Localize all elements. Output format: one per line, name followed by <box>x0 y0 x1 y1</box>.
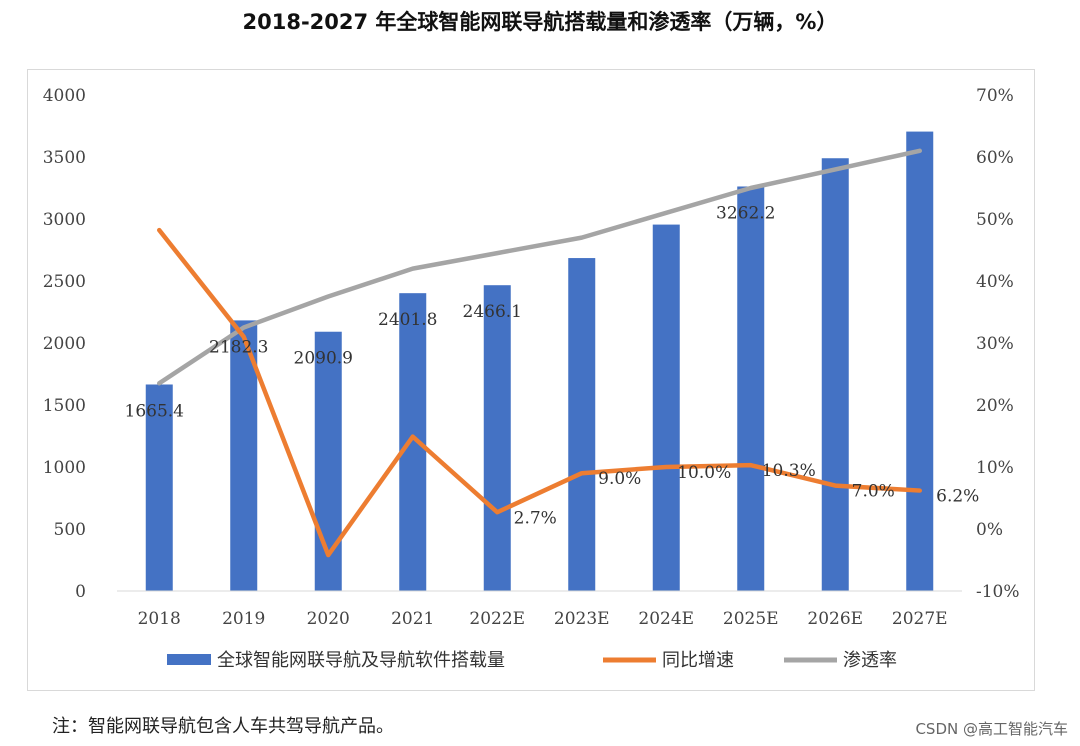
legend: 全球智能网联导航及导航软件搭载量 同比增速 渗透率 <box>167 650 897 671</box>
growth-value-label: 6.2% <box>936 487 979 507</box>
left-tick-label: 4000 <box>43 86 86 106</box>
bar-value-label: 3262.2 <box>716 203 775 223</box>
x-axis-ticks: 2018 2019 2020 2021 2022E 2023E 2024E 2025E 2026… <box>138 609 948 629</box>
bar <box>145 384 173 591</box>
x-tick-label: 2024E <box>638 609 694 629</box>
right-tick-label: 30% <box>976 334 1014 354</box>
growth-value-label: 2.7% <box>514 508 557 528</box>
right-tick-label: 10% <box>976 458 1014 478</box>
x-tick-label: 2019 <box>222 609 265 629</box>
bar <box>737 186 765 592</box>
left-tick-label: 0 <box>75 582 86 602</box>
bar-value-label: 2182.3 <box>209 337 268 357</box>
right-axis-ticks: -10% 0% 10% 20% 30% 40% 50% 60% 70% <box>976 86 1020 602</box>
right-tick-label: 50% <box>976 210 1014 230</box>
bar-series <box>145 131 934 592</box>
left-tick-label: 1000 <box>43 458 86 478</box>
data-labels: 1665.4 2182.3 2090.9 2401.8 2466.1 3262.2 2.7%… <box>125 203 980 528</box>
bar-value-label: 1665.4 <box>125 401 184 421</box>
line-series <box>157 148 922 558</box>
legend-label-penetration: 渗透率 <box>843 650 897 671</box>
right-tick-label: 20% <box>976 396 1014 416</box>
x-tick-label: 2021 <box>391 609 434 629</box>
x-tick-label: 2026E <box>807 609 863 629</box>
x-tick-label: 2025E <box>723 609 779 629</box>
legend-label-bar: 全球智能网联导航及导航软件搭载量 <box>217 650 505 671</box>
chart-frame <box>27 69 1035 691</box>
bar <box>568 258 596 591</box>
left-axis-ticks: 0 500 1000 1500 2000 2500 3000 3500 4000 <box>43 86 86 602</box>
growth-value-label: 9.0% <box>598 469 641 489</box>
bar <box>821 158 849 592</box>
growth-value-label: 7.0% <box>852 482 895 502</box>
growth-line <box>157 227 922 558</box>
x-tick-label: 2023E <box>554 609 610 629</box>
growth-value-label: 10.0% <box>677 463 731 483</box>
right-tick-label: 70% <box>976 86 1014 106</box>
legend-label-growth: 同比增速 <box>662 650 734 671</box>
left-tick-label: 3000 <box>43 210 86 230</box>
left-tick-label: 3500 <box>43 148 86 168</box>
x-tick-label: 2020 <box>307 609 350 629</box>
right-tick-label: 60% <box>976 148 1014 168</box>
penetration-line <box>157 148 922 386</box>
bar <box>906 131 934 591</box>
x-tick-label: 2022E <box>469 609 525 629</box>
watermark-credit: CSDN @高工智能汽车 <box>915 720 1068 738</box>
growth-value-label: 10.3% <box>762 461 816 481</box>
x-tick-label: 2018 <box>138 609 181 629</box>
bar-value-label: 2466.1 <box>463 302 522 322</box>
bar-value-label: 2401.8 <box>378 310 437 330</box>
right-tick-label: -10% <box>976 582 1020 602</box>
x-tick-label: 2027E <box>892 609 948 629</box>
right-tick-label: 40% <box>976 272 1014 292</box>
left-tick-label: 1500 <box>43 396 86 416</box>
bar <box>652 224 680 591</box>
right-tick-label: 0% <box>976 520 1003 540</box>
bar <box>314 331 342 591</box>
chart-title: 2018-2027 年全球智能网联导航搭载量和渗透率（万辆，%） <box>242 10 838 34</box>
left-tick-label: 500 <box>54 520 86 540</box>
left-tick-label: 2000 <box>43 334 86 354</box>
bar-value-label: 2090.9 <box>294 349 353 369</box>
footnote: 注：智能网联导航包含人车共驾导航产品。 <box>52 716 394 737</box>
legend-swatch-bar <box>167 654 211 665</box>
bar <box>483 285 511 591</box>
left-tick-label: 2500 <box>43 272 86 292</box>
